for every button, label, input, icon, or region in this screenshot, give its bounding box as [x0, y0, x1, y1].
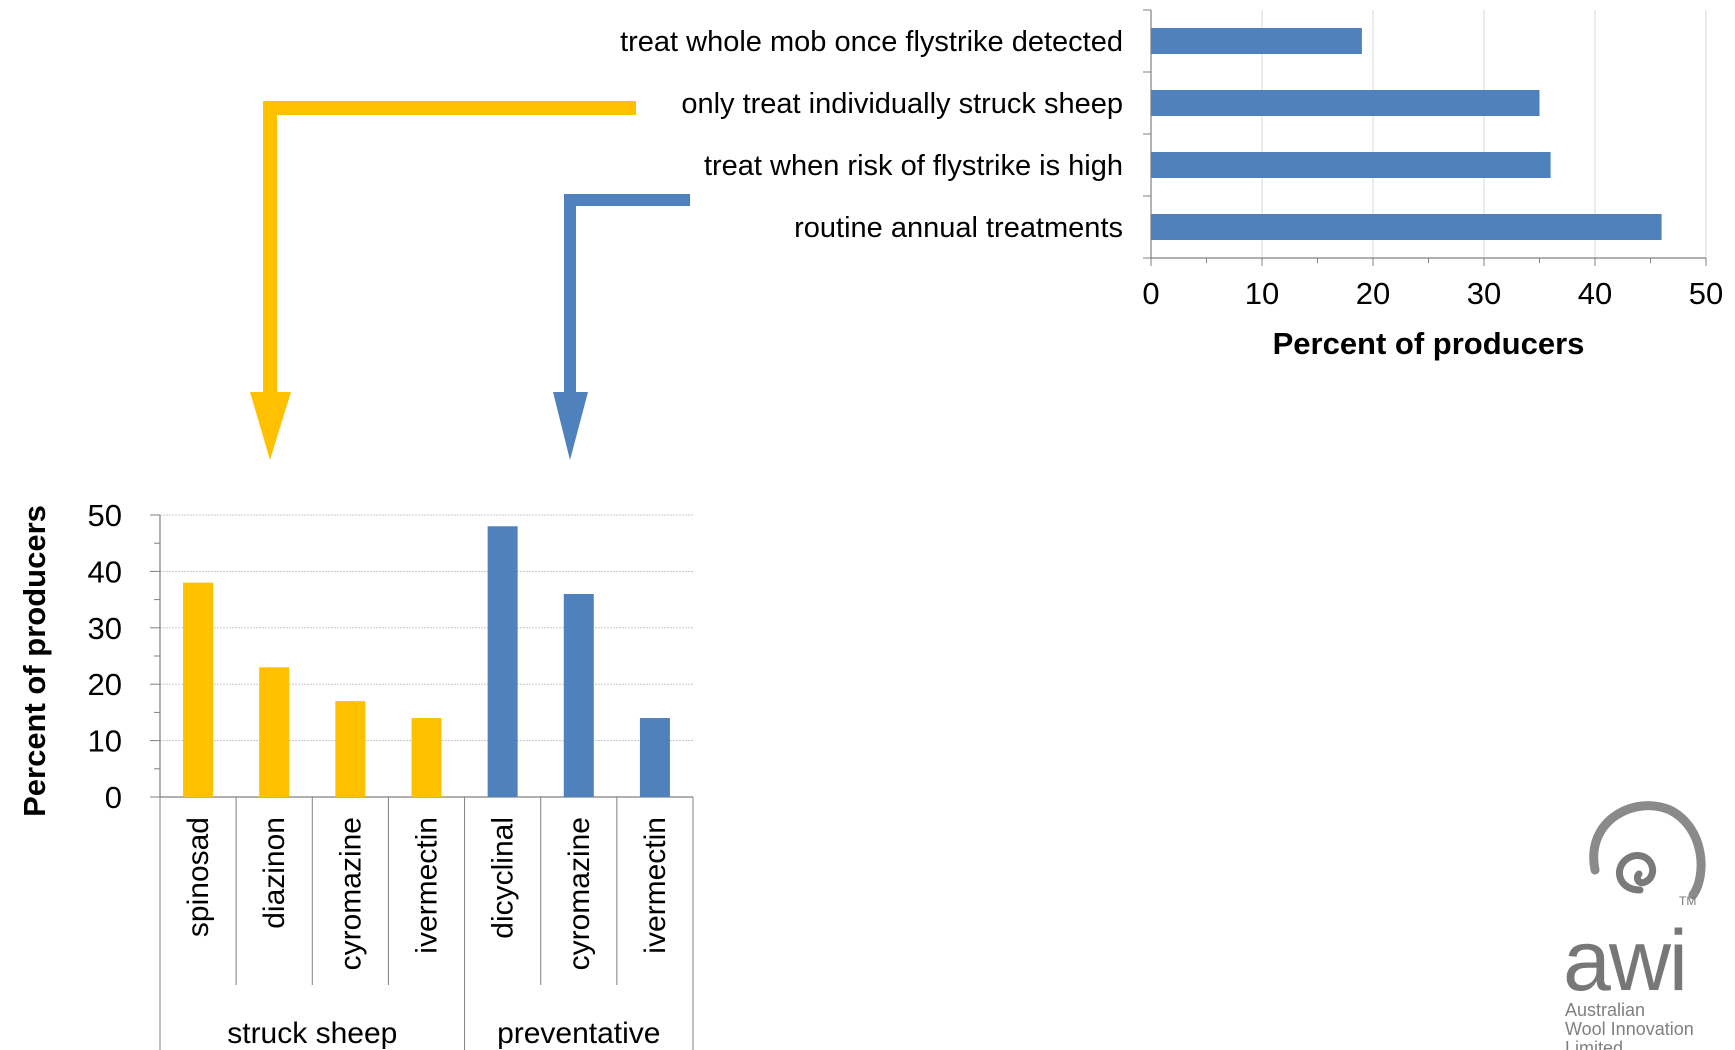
h-category-label-routine-annual-treatments: routine annual treatments	[794, 212, 1123, 244]
h-category-label-treat-whole-mob-once-flystrike-detected: treat whole mob once flystrike detected	[620, 26, 1123, 58]
awi-logo: TM awi Australian Wool Innovation Limite…	[1555, 790, 1730, 1050]
v-category-label-struck-sheep-ivermectin: ivermectin	[411, 817, 444, 954]
h-x-tick-label-20: 20	[1356, 276, 1390, 311]
v-y-tick-label-20: 20	[88, 667, 122, 702]
v-bar-struck-sheep-ivermectin	[412, 718, 442, 797]
v-bar-preventative-ivermectin	[640, 718, 670, 797]
connector-preventative-arrowhead	[553, 392, 588, 460]
connector-struck-sheep-arrowhead	[250, 392, 291, 460]
v-y-tick-label-10: 10	[88, 724, 122, 759]
v-category-label-struck-sheep-spinosad: spinosad	[182, 817, 215, 937]
v-y-tick-label-50: 50	[88, 498, 122, 533]
connector-arrows	[250, 108, 690, 460]
v-category-label-preventative-dicyclinal: dicyclinal	[487, 817, 520, 939]
v-y-tick-label-0: 0	[105, 780, 122, 815]
h-bar-treat-when-risk-of-flystrike-is-high	[1151, 152, 1551, 178]
v-bar-struck-sheep-diazinon	[259, 667, 289, 797]
connector-preventative-line	[570, 200, 690, 392]
h-category-label-treat-when-risk-of-flystrike-is-high: treat when risk of flystrike is high	[704, 150, 1123, 182]
v-category-label-preventative-cyromazine: cyromazine	[563, 817, 596, 970]
v-bar-struck-sheep-spinosad	[183, 583, 213, 797]
h-x-axis-title: Percent of producers	[1273, 326, 1585, 361]
h-x-tick-label-40: 40	[1578, 276, 1612, 311]
vertical-bar-chart-chemical-used: spinosad diazinon cyromazine ivermectin dicy…	[17, 498, 693, 1050]
v-group-label-preventative: preventative	[497, 1017, 660, 1050]
v-category-label-struck-sheep-diazinon: diazinon	[258, 817, 291, 929]
v-y-axis-title: Percent of producers	[17, 505, 52, 817]
v-y-tick-label-30: 30	[88, 611, 122, 646]
v-group-label-struck-sheep: struck sheep	[227, 1017, 397, 1050]
v-bar-struck-sheep-cyromazine	[335, 701, 365, 797]
h-category-label-only-treat-individually-struck-sheep: only treat individually struck sheep	[681, 88, 1123, 120]
v-category-label-struck-sheep-cyromazine: cyromazine	[334, 817, 367, 970]
trademark-mark: TM	[1679, 894, 1696, 908]
logo-line-2: Wool Innovation	[1565, 1019, 1694, 1039]
v-bar-preventative-cyromazine	[564, 594, 594, 797]
h-bar-routine-annual-treatments	[1151, 214, 1662, 240]
h-x-tick-label-30: 30	[1467, 276, 1501, 311]
h-bar-only-treat-individually-struck-sheep	[1151, 90, 1540, 116]
awi-swirl-icon	[1555, 790, 1730, 920]
logo-line-3: Limited	[1565, 1038, 1623, 1050]
horizontal-bar-chart-treatment-approach: treat whole mob once flystrike detected o…	[620, 10, 1723, 361]
h-bar-treat-whole-mob-once-flystrike-detected	[1151, 28, 1362, 54]
connector-struck-sheep-line	[270, 108, 636, 392]
logo-wordmark: awi	[1563, 918, 1686, 1004]
v-category-label-preventative-ivermectin: ivermectin	[639, 817, 672, 954]
v-y-tick-label-40: 40	[88, 554, 122, 589]
h-x-tick-label-50: 50	[1689, 276, 1723, 311]
logo-line-1: Australian	[1565, 1000, 1645, 1020]
h-x-tick-label-10: 10	[1245, 276, 1279, 311]
h-x-tick-label-0: 0	[1142, 276, 1159, 311]
v-bar-preventative-dicyclinal	[488, 526, 518, 797]
